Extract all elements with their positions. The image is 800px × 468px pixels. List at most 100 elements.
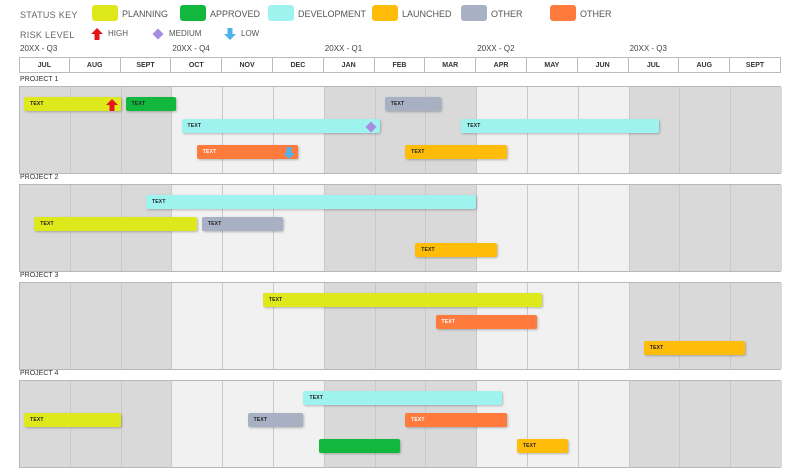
project-label: PROJECT 2: [20, 174, 59, 181]
task-bar-development[interactable]: TEXT: [303, 391, 502, 405]
task-bar-label: TEXT: [152, 199, 166, 205]
quarter-label: 20XX - Q1: [324, 44, 363, 53]
task-bar-other2[interactable]: TEXT: [435, 315, 538, 329]
legend-label-development: DEVELOPMENT: [298, 9, 367, 19]
legend-label-other1: OTHER: [491, 9, 523, 19]
month-column: [680, 381, 732, 467]
month-header-cell: OCT: [171, 57, 223, 73]
task-bar-label: TEXT: [40, 221, 54, 227]
task-bar-launched[interactable]: TEXT: [415, 243, 497, 257]
task-bar-label: TEXT: [30, 101, 44, 107]
task-bar-label: TEXT: [522, 443, 537, 449]
month-column: [527, 185, 579, 271]
task-bar-label: TEXT: [207, 221, 222, 227]
legend-label-planning: PLANNING: [122, 9, 169, 19]
task-bar-label: TEXT: [411, 149, 425, 155]
purple-diamond-icon: [365, 120, 377, 133]
quarter-label: 20XX - Q3: [629, 44, 667, 53]
task-bar-label: TEXT: [187, 123, 202, 129]
month-column: [578, 381, 630, 467]
task-bar-development[interactable]: TEXT: [146, 195, 477, 209]
month-column: [70, 283, 122, 369]
month-header-cell: JUL: [19, 57, 70, 73]
task-bar-development[interactable]: TEXT: [181, 119, 380, 133]
task-bar-label: TEXT: [390, 101, 405, 107]
month-column: [20, 283, 71, 369]
month-header: JUL AUG SEPT OCT NOV DEC JAN FEB MAR APR MAY JUN JUL…: [19, 57, 781, 73]
red-up-arrow-icon: [105, 98, 118, 111]
quarter-label: 20XX - Q2: [477, 44, 515, 53]
legend-swatch-other1: [461, 5, 487, 21]
month-column: [731, 381, 782, 467]
task-bar-label: TEXT: [253, 417, 268, 423]
task-bar-label: TEXT: [131, 101, 146, 107]
legend-swatch-approved: [180, 5, 206, 21]
blue-down-arrow-icon: [283, 146, 296, 159]
task-bar-other1[interactable]: TEXT: [247, 413, 304, 427]
month-header-cell: SEPT: [120, 57, 172, 73]
risk-label-medium: MEDIUM: [169, 29, 202, 38]
task-bar-other2[interactable]: TEXT: [196, 145, 299, 159]
task-bar-planning[interactable]: TEXT: [24, 413, 121, 427]
task-bar-development[interactable]: TEXT: [460, 119, 660, 133]
status-key-title: STATUS KEY: [20, 10, 78, 20]
month-column: [121, 381, 173, 467]
task-bar-label: TEXT: [202, 149, 217, 155]
task-bar-planning[interactable]: TEXT: [34, 217, 197, 231]
legend-swatch-launched: [372, 5, 398, 21]
task-bar-planning[interactable]: TEXT: [24, 97, 121, 111]
task-bar-other1[interactable]: TEXT: [384, 97, 441, 111]
blue-down-arrow-icon: [224, 27, 236, 40]
month-column: [731, 87, 782, 173]
quarter-label: 20XX - Q4: [172, 44, 210, 53]
project-label: PROJECT 4: [20, 370, 59, 377]
risk-label-low: LOW: [241, 29, 260, 38]
month-header-cell: NOV: [222, 57, 273, 73]
month-column: [172, 381, 224, 467]
task-bar-launched[interactable]: TEXT: [643, 341, 746, 355]
red-up-arrow-icon: [91, 27, 103, 40]
month-header-cell: AUG: [679, 57, 731, 73]
month-column: [578, 185, 630, 271]
month-header-cell: JAN: [323, 57, 375, 73]
month-header-cell: FEB: [374, 57, 426, 73]
task-bar-label: TEXT: [30, 417, 44, 423]
task-bar-approved[interactable]: TEXT: [125, 97, 177, 111]
legend-label-other2: OTHER: [580, 9, 612, 19]
risk-label-high: HIGH: [108, 29, 128, 38]
month-column: [121, 283, 173, 369]
task-bar-label: TEXT: [441, 319, 456, 325]
month-header-cell: MAY: [526, 57, 578, 73]
legend-label-launched: LAUNCHED: [402, 9, 452, 19]
legend-label-approved: APPROVED: [210, 9, 261, 19]
task-bar-label: TEXT: [411, 417, 425, 423]
legend-swatch-planning: [92, 5, 118, 21]
month-column: [680, 87, 732, 173]
month-column: [680, 283, 732, 369]
month-header-cell: JUL: [628, 57, 680, 73]
quarter-label: 20XX - Q3: [20, 44, 58, 53]
task-bar-planning[interactable]: TEXT: [262, 293, 543, 307]
month-header-cell: DEC: [272, 57, 324, 73]
month-column: [629, 185, 681, 271]
task-bar-other1[interactable]: TEXT: [201, 217, 284, 231]
month-column: [578, 283, 630, 369]
task-bar-launched[interactable]: TEXT: [516, 439, 568, 453]
project-label: PROJECT 1: [20, 76, 59, 83]
risk-level-title: RISK LEVEL: [20, 30, 75, 40]
month-column: [172, 283, 224, 369]
legend-swatch-other2: [550, 5, 576, 21]
month-header-cell: JUN: [577, 57, 629, 73]
month-header-cell: AUG: [69, 57, 121, 73]
month-column: [731, 283, 782, 369]
month-column: [527, 381, 579, 467]
task-bar-other2[interactable]: TEXT: [405, 413, 507, 427]
month-header-cell: MAR: [425, 57, 477, 73]
month-column: [731, 185, 782, 271]
month-header-cell: SEPT: [730, 57, 781, 73]
task-bar-approved[interactable]: [318, 439, 400, 453]
task-bar-label: TEXT: [268, 297, 283, 303]
task-bar-launched[interactable]: TEXT: [405, 145, 507, 159]
task-bar-label: TEXT: [309, 395, 324, 401]
month-column: [680, 185, 732, 271]
